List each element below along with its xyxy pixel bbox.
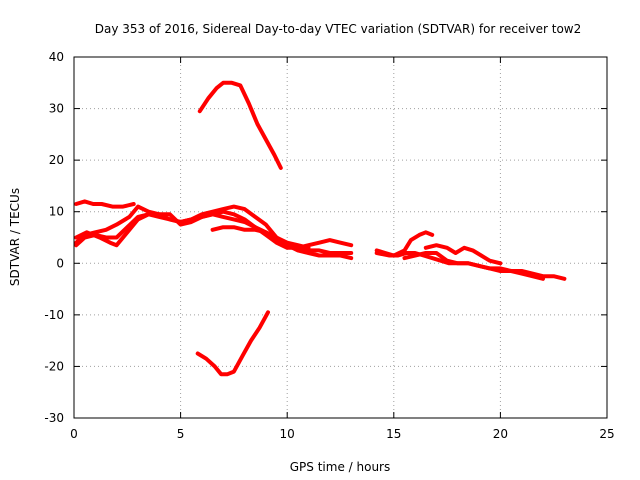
- series-arc-low: [195, 310, 270, 377]
- x-tick-label: 25: [599, 427, 614, 441]
- x-axis-label: GPS time / hours: [290, 460, 391, 474]
- y-tick-label: 0: [56, 256, 64, 270]
- data-series: [74, 80, 567, 377]
- series-pass-d: [74, 209, 354, 261]
- x-tick-label: 20: [493, 427, 508, 441]
- plot-frame: [73, 56, 608, 419]
- grid: [74, 57, 607, 418]
- y-tick-label: -20: [44, 359, 64, 373]
- x-tick-label: 15: [386, 427, 401, 441]
- series-pass-i: [423, 243, 503, 266]
- chart-title: Day 353 of 2016, Sidereal Day-to-day VTE…: [95, 22, 582, 36]
- y-tick-label: 40: [49, 50, 64, 64]
- y-tick-label: -30: [44, 411, 64, 425]
- axis-ticks: 0 5 10 15 20 25 -30 -20 -10 0 10 20 30 40: [44, 50, 614, 441]
- series-pass-h: [402, 251, 545, 281]
- y-tick-label: 10: [49, 205, 64, 219]
- series-pass-a: [74, 199, 136, 209]
- x-tick-label: 0: [70, 427, 78, 441]
- x-tick-label: 10: [280, 427, 295, 441]
- series-arc-high: [197, 80, 283, 170]
- series-pass-e: [210, 225, 311, 250]
- y-tick-label: -10: [44, 308, 64, 322]
- y-axis-label: SDTVAR / TECUs: [8, 188, 22, 286]
- x-tick-label: 5: [177, 427, 185, 441]
- y-tick-label: 20: [49, 153, 64, 167]
- y-tick-label: 30: [49, 102, 64, 116]
